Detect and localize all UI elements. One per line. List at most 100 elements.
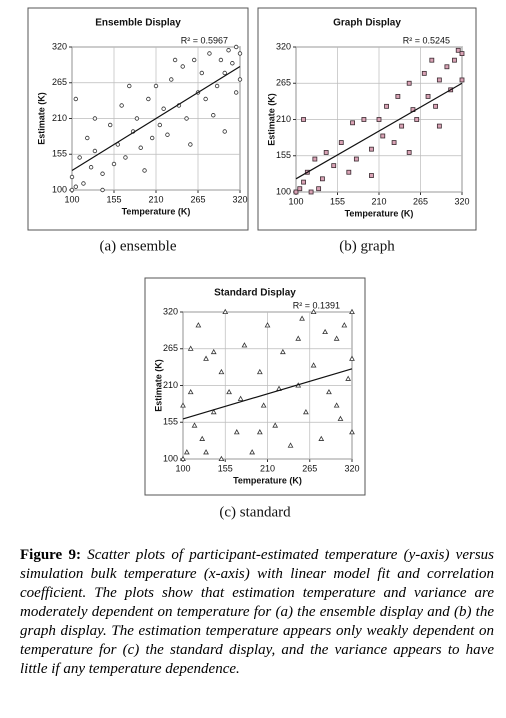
r-squared: R² = 0.5245 bbox=[403, 35, 450, 45]
x-tick-label: 155 bbox=[106, 194, 121, 204]
y-tick-label: 265 bbox=[52, 77, 67, 87]
point bbox=[310, 308, 317, 314]
point bbox=[218, 57, 224, 63]
point bbox=[73, 184, 79, 189]
point bbox=[188, 142, 193, 147]
point bbox=[233, 429, 240, 435]
x-tick-label: 155 bbox=[330, 196, 345, 206]
r-squared: R² = 0.1391 bbox=[293, 300, 340, 310]
y-tick-label: 100 bbox=[163, 453, 178, 463]
trend-line bbox=[295, 82, 463, 180]
trend-line bbox=[182, 368, 353, 420]
x-tick-label: 100 bbox=[175, 463, 190, 473]
point bbox=[399, 123, 405, 129]
point bbox=[341, 322, 348, 328]
x-tick-label: 210 bbox=[371, 196, 386, 206]
point bbox=[199, 70, 205, 76]
point bbox=[157, 122, 163, 128]
point bbox=[249, 449, 256, 455]
point bbox=[414, 117, 420, 122]
point bbox=[153, 83, 159, 89]
point bbox=[406, 80, 412, 86]
subfigure-caption: (b) graph bbox=[339, 238, 395, 254]
point bbox=[297, 186, 303, 192]
point bbox=[361, 117, 367, 122]
point bbox=[187, 345, 194, 351]
y-tick-label: 320 bbox=[276, 41, 291, 51]
point bbox=[218, 455, 225, 461]
point bbox=[127, 83, 132, 89]
point bbox=[349, 308, 355, 314]
point bbox=[241, 342, 248, 348]
point bbox=[161, 106, 166, 111]
chart-title: Ensemble Display bbox=[95, 18, 181, 29]
point bbox=[230, 61, 235, 66]
point bbox=[318, 435, 325, 441]
y-tick-label: 155 bbox=[52, 149, 67, 159]
point bbox=[203, 355, 209, 361]
y-tick-label: 265 bbox=[276, 78, 291, 88]
point bbox=[349, 355, 355, 361]
point bbox=[191, 422, 198, 428]
point bbox=[180, 455, 186, 461]
caption-label: Figure 9: bbox=[20, 547, 81, 563]
point bbox=[320, 176, 325, 182]
x-axis-label: Temperature (K) bbox=[345, 208, 414, 218]
x-tick-label: 320 bbox=[232, 194, 247, 204]
point bbox=[429, 57, 435, 63]
point bbox=[349, 429, 355, 435]
point bbox=[299, 315, 305, 321]
y-axis-label: Estimate (K) bbox=[153, 359, 163, 412]
point bbox=[338, 140, 344, 145]
y-tick-label: 265 bbox=[163, 343, 178, 353]
point bbox=[384, 103, 389, 109]
y-tick-label: 210 bbox=[52, 113, 67, 123]
x-tick-label: 320 bbox=[454, 196, 469, 206]
point bbox=[92, 116, 98, 121]
point bbox=[287, 442, 294, 448]
point bbox=[326, 388, 332, 395]
point bbox=[310, 362, 317, 368]
y-tick-label: 210 bbox=[276, 114, 291, 124]
point bbox=[425, 94, 431, 99]
y-tick-label: 320 bbox=[52, 41, 67, 51]
point bbox=[333, 402, 340, 408]
point bbox=[100, 171, 105, 176]
point bbox=[301, 117, 306, 122]
x-tick-label: 265 bbox=[190, 194, 205, 204]
point bbox=[142, 168, 147, 173]
point bbox=[69, 174, 75, 180]
x-tick-label: 155 bbox=[218, 463, 233, 473]
y-tick-label: 210 bbox=[163, 380, 178, 390]
point bbox=[264, 322, 271, 328]
point bbox=[421, 70, 427, 76]
r-squared: R² = 0.5967 bbox=[181, 35, 228, 45]
point bbox=[256, 429, 263, 435]
x-axis-label: Temperature (K) bbox=[233, 475, 302, 485]
point bbox=[81, 181, 86, 186]
subfigure-caption: (c) standard bbox=[219, 504, 291, 520]
point bbox=[233, 90, 239, 95]
point bbox=[322, 328, 328, 335]
x-tick-label: 210 bbox=[148, 194, 163, 204]
point bbox=[312, 156, 318, 162]
point bbox=[295, 335, 302, 341]
point bbox=[222, 70, 227, 76]
point bbox=[211, 113, 216, 118]
point bbox=[138, 145, 143, 150]
point bbox=[111, 161, 117, 167]
x-tick-label: 265 bbox=[413, 196, 428, 206]
point bbox=[391, 140, 397, 145]
point bbox=[169, 77, 174, 82]
point bbox=[369, 173, 374, 178]
point bbox=[180, 64, 185, 69]
point bbox=[380, 133, 386, 139]
figure: Ensemble Display 100 155 210 265 320 100 155 210… bbox=[27, 7, 477, 520]
point bbox=[331, 163, 337, 169]
y-tick-label: 100 bbox=[52, 184, 67, 194]
subfigure-caption: (a) ensemble bbox=[99, 238, 176, 254]
y-tick-label: 100 bbox=[276, 186, 291, 196]
point bbox=[279, 348, 286, 355]
point bbox=[69, 187, 75, 193]
